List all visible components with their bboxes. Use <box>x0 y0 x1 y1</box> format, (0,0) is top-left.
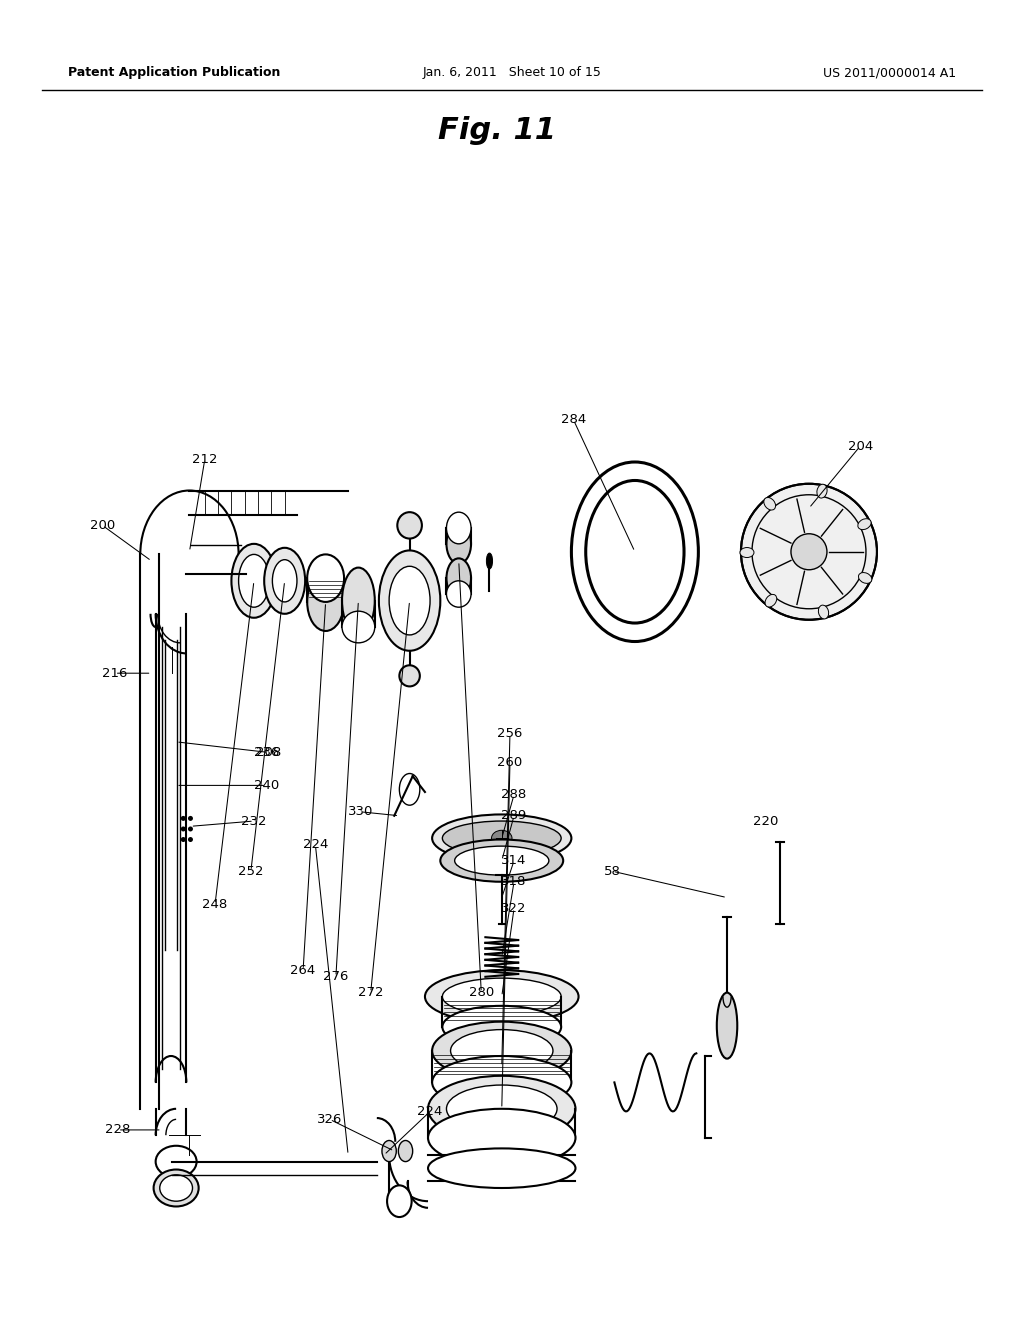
Ellipse shape <box>486 553 493 569</box>
Text: 318: 318 <box>502 875 526 888</box>
Circle shape <box>188 837 193 842</box>
Ellipse shape <box>389 566 430 635</box>
Ellipse shape <box>397 512 422 539</box>
Ellipse shape <box>432 1022 571 1080</box>
Circle shape <box>741 483 877 620</box>
Text: 284: 284 <box>561 413 586 426</box>
Text: 224: 224 <box>418 1105 442 1118</box>
Ellipse shape <box>342 568 375 634</box>
Ellipse shape <box>428 1076 575 1142</box>
Text: 264: 264 <box>291 964 315 977</box>
Ellipse shape <box>154 1170 199 1206</box>
Ellipse shape <box>492 830 512 846</box>
Ellipse shape <box>387 1185 412 1217</box>
Text: 228: 228 <box>105 1123 130 1137</box>
Text: 314: 314 <box>502 854 526 867</box>
Circle shape <box>181 826 185 832</box>
Circle shape <box>791 533 827 570</box>
Ellipse shape <box>342 611 375 643</box>
Circle shape <box>188 826 193 832</box>
Text: 330: 330 <box>348 805 373 818</box>
Text: 248: 248 <box>203 898 227 911</box>
Text: 208: 208 <box>256 746 281 759</box>
Text: 236: 236 <box>254 746 279 759</box>
Text: 216: 216 <box>102 667 127 680</box>
Ellipse shape <box>764 498 775 510</box>
Ellipse shape <box>455 846 549 875</box>
Text: Patent Application Publication: Patent Application Publication <box>68 66 281 79</box>
Ellipse shape <box>442 1006 561 1048</box>
Ellipse shape <box>264 548 305 614</box>
Text: 289: 289 <box>502 809 526 822</box>
Text: 280: 280 <box>469 986 494 999</box>
Ellipse shape <box>382 1140 396 1162</box>
Ellipse shape <box>442 978 561 1015</box>
Ellipse shape <box>446 558 471 598</box>
Ellipse shape <box>446 512 471 544</box>
Ellipse shape <box>446 524 471 564</box>
Text: 260: 260 <box>498 756 522 770</box>
Ellipse shape <box>446 1085 557 1133</box>
Text: 200: 200 <box>90 519 115 532</box>
Text: 240: 240 <box>254 779 279 792</box>
Text: 212: 212 <box>193 453 217 466</box>
Ellipse shape <box>428 1109 575 1167</box>
Ellipse shape <box>446 581 471 607</box>
Text: 322: 322 <box>502 902 526 915</box>
Text: 252: 252 <box>239 865 263 878</box>
Text: 276: 276 <box>324 970 348 983</box>
Text: 232: 232 <box>242 814 266 828</box>
Ellipse shape <box>156 1146 197 1177</box>
Ellipse shape <box>160 1175 193 1201</box>
Text: 256: 256 <box>498 727 522 741</box>
Ellipse shape <box>307 573 344 631</box>
Ellipse shape <box>432 814 571 862</box>
Text: US 2011/0000014 A1: US 2011/0000014 A1 <box>823 66 956 79</box>
Ellipse shape <box>817 484 827 498</box>
Text: 326: 326 <box>317 1113 342 1126</box>
Ellipse shape <box>442 821 561 855</box>
Ellipse shape <box>399 665 420 686</box>
Text: 224: 224 <box>303 838 328 851</box>
Ellipse shape <box>858 519 871 529</box>
Ellipse shape <box>425 970 579 1023</box>
Text: Fig. 11: Fig. 11 <box>437 116 556 145</box>
Circle shape <box>181 816 185 821</box>
Ellipse shape <box>858 573 871 583</box>
Ellipse shape <box>440 840 563 882</box>
Text: Jan. 6, 2011   Sheet 10 of 15: Jan. 6, 2011 Sheet 10 of 15 <box>423 66 601 79</box>
Ellipse shape <box>272 560 297 602</box>
Circle shape <box>188 816 193 821</box>
Text: 58: 58 <box>604 865 621 878</box>
Text: 272: 272 <box>358 986 383 999</box>
Ellipse shape <box>379 550 440 651</box>
Text: 288: 288 <box>502 788 526 801</box>
Ellipse shape <box>432 1056 571 1109</box>
Ellipse shape <box>717 993 737 1059</box>
Ellipse shape <box>239 554 269 607</box>
Ellipse shape <box>818 605 828 619</box>
Circle shape <box>181 837 185 842</box>
Ellipse shape <box>231 544 276 618</box>
Ellipse shape <box>765 594 777 607</box>
Ellipse shape <box>307 554 344 602</box>
Ellipse shape <box>428 1148 575 1188</box>
Text: 204: 204 <box>848 440 872 453</box>
Ellipse shape <box>740 548 754 557</box>
Ellipse shape <box>398 1140 413 1162</box>
Text: 220: 220 <box>754 814 778 828</box>
Ellipse shape <box>451 1030 553 1072</box>
